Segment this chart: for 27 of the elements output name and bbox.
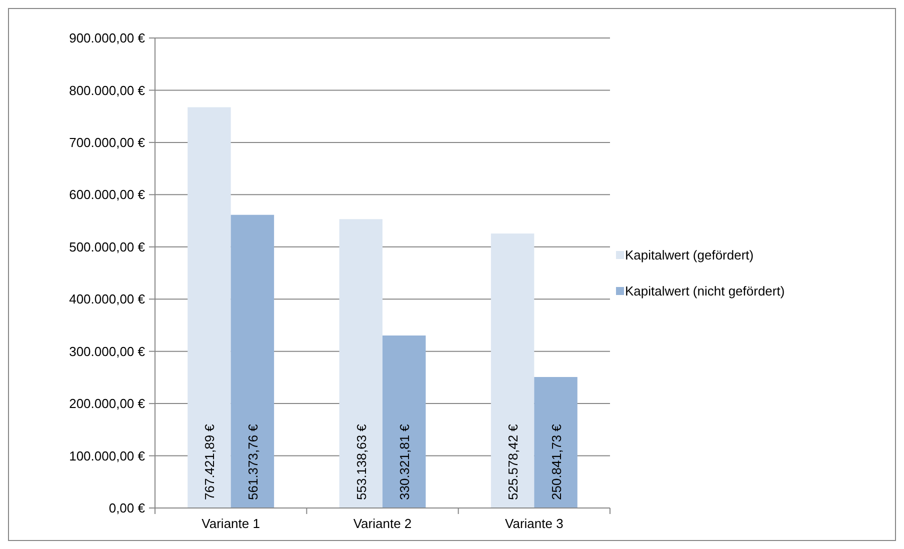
data-label: 525.578,42 € xyxy=(506,423,521,500)
data-label: 767.421,89 € xyxy=(202,423,218,500)
y-tick-label: 300.000,00 € xyxy=(69,344,146,359)
bar xyxy=(188,107,231,508)
data-label: 250.841,73 € xyxy=(548,423,564,500)
x-tick-label: Variante 1 xyxy=(202,516,260,531)
bar xyxy=(490,234,534,508)
y-tick-label: 900.000,00 € xyxy=(69,30,146,46)
legend-label: Kapitalwert (gefördert) xyxy=(625,248,754,263)
y-tick-label: 700.000,00 € xyxy=(69,134,146,150)
y-tick-label: 400.000,00 € xyxy=(69,292,146,307)
bar xyxy=(230,214,274,508)
data-label: 553.138,63 € xyxy=(354,423,369,500)
data-label: 330.321,81 € xyxy=(397,423,412,500)
y-tick-label: 500.000,00 € xyxy=(69,239,146,254)
y-tick-label: 0,00 € xyxy=(108,500,146,516)
bar xyxy=(382,336,426,508)
bar xyxy=(339,219,382,508)
y-tick-label: 600.000,00 € xyxy=(69,187,146,202)
y-tick-label: 200.000,00 € xyxy=(69,396,146,412)
data-label: 561.373,76 € xyxy=(245,423,260,500)
x-tick-label: Variante 3 xyxy=(505,516,564,531)
bar xyxy=(534,377,578,508)
y-tick-label: 800.000,00 € xyxy=(69,82,146,98)
x-tick-label: Variante 2 xyxy=(353,516,412,531)
y-tick-label: 100.000,00 € xyxy=(69,448,146,464)
legend-label: Kapitalwert (nicht gefördert) xyxy=(625,284,785,299)
